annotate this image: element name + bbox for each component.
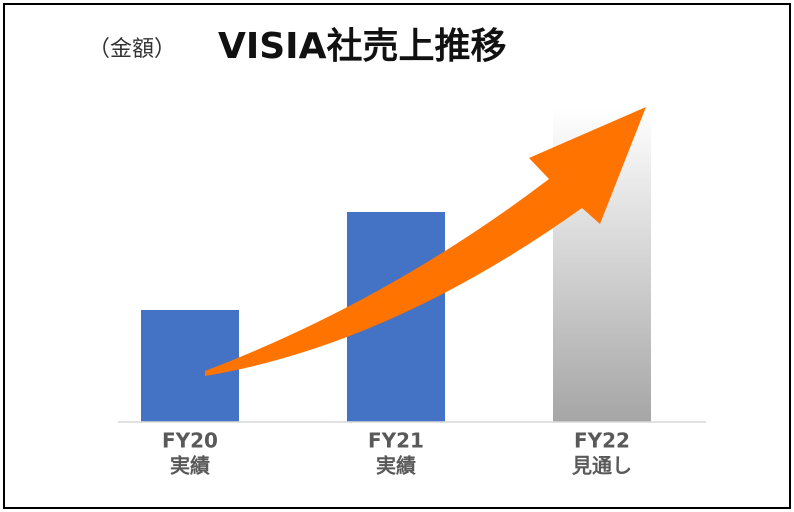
x-tick-note: 実績 bbox=[376, 454, 416, 478]
x-tick-label: FY21 bbox=[368, 429, 424, 453]
x-tick-label: FY20 bbox=[162, 429, 218, 453]
chart-subtitle: （金額） bbox=[88, 37, 176, 62]
x-tick-note: 見通し bbox=[572, 454, 632, 478]
chart-title: VISIA社売上推移 bbox=[218, 26, 506, 67]
x-tick-note: 実績 bbox=[170, 454, 210, 478]
growth-arrow bbox=[205, 107, 646, 376]
x-tick-label: FY22 bbox=[574, 429, 630, 453]
